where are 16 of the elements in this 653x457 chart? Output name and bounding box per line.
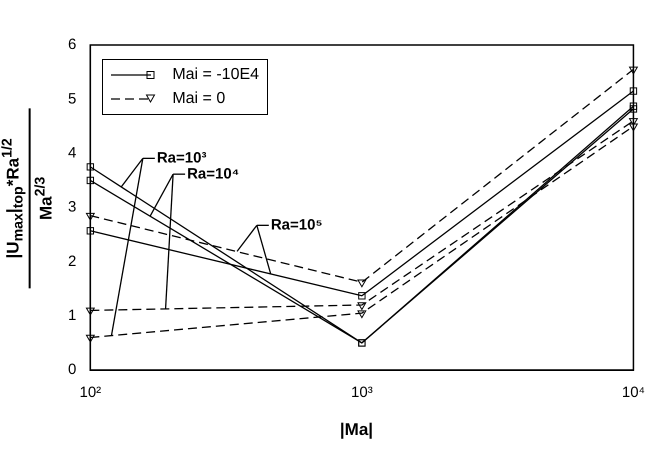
x-axis-title: |Ma| xyxy=(338,420,374,440)
legend-label: Mai = 0 xyxy=(172,89,226,109)
annotation: Ra=10⁴ xyxy=(187,165,240,182)
annotation: Ra=10⁵ xyxy=(270,216,322,234)
y-tick-label: 0 xyxy=(68,361,76,378)
y-tick-label: 2 xyxy=(68,252,76,270)
x-tick-label: 10³ xyxy=(351,384,373,402)
y-tick-label: 1 xyxy=(68,306,76,324)
annotation: Ra=10³ xyxy=(156,149,206,166)
x-tick-label: 10² xyxy=(80,384,102,402)
y-tick-label: 4 xyxy=(68,144,76,162)
x-tick-label: 10⁴ xyxy=(622,384,646,402)
legend-label: Mai = -10E4 xyxy=(172,65,260,85)
y-tick-label: 5 xyxy=(68,90,76,108)
y-tick-label: 6 xyxy=(68,36,76,54)
y-tick-label: 3 xyxy=(68,198,76,216)
